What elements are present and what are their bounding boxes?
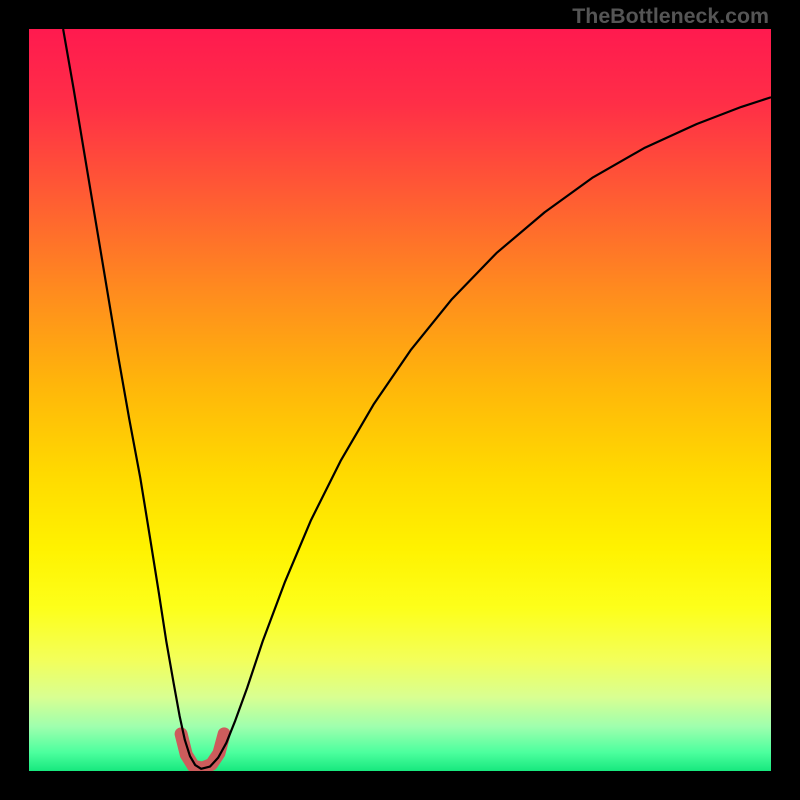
curve-layer: [29, 29, 771, 771]
chart-frame: TheBottleneck.com: [0, 0, 800, 800]
watermark-text: TheBottleneck.com: [572, 4, 769, 29]
plot-area: [29, 29, 771, 771]
bottleneck-curve: [63, 29, 771, 769]
